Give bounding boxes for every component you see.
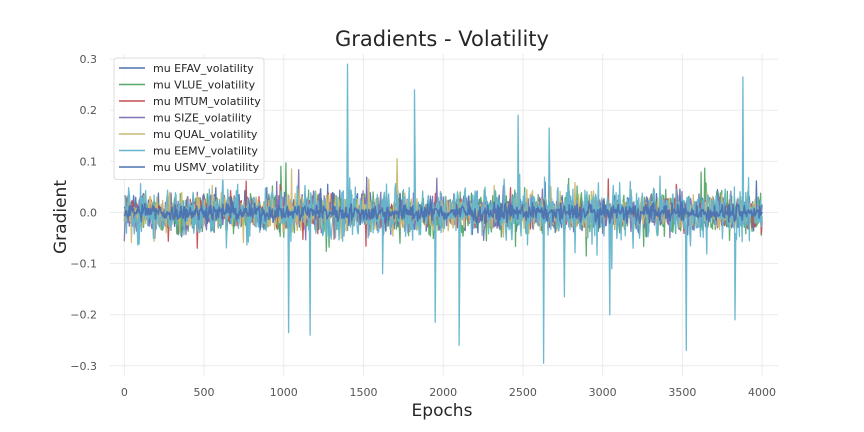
legend-entry: mu EFAV_volatility: [153, 62, 254, 75]
legend-entry: mu SIZE_volatility: [153, 112, 252, 125]
y-tick-label: 0.0: [80, 206, 98, 219]
y-tick-label: 0.1: [80, 155, 98, 168]
y-tick-label: −0.1: [70, 258, 97, 271]
y-axis-label: Gradient: [51, 180, 71, 254]
x-tick-label: 3000: [589, 386, 617, 399]
series-lines: [123, 63, 763, 364]
legend-entry: mu USMV_volatility: [153, 161, 260, 174]
x-tick-label: 1000: [270, 386, 298, 399]
x-axis-label: Epochs: [412, 401, 473, 421]
x-tick-label: 1500: [349, 386, 377, 399]
legend-entry: mu EEMV_volatility: [153, 145, 258, 158]
legend-entry: mu MTUM_volatility: [153, 95, 261, 108]
legend-entry: mu QUAL_volatility: [153, 128, 258, 141]
y-tick-label: 0.2: [80, 104, 98, 117]
x-tick-label: 3500: [668, 386, 696, 399]
y-tick-label: −0.2: [70, 309, 97, 322]
legend-box: [113, 57, 265, 180]
y-tick-label: −0.3: [70, 360, 97, 373]
x-tick-label: 2500: [509, 386, 537, 399]
x-ticks: 0 500 1000 1500 2000 2500 3000 3500 4000: [121, 386, 776, 399]
x-tick-label: 500: [194, 386, 215, 399]
y-ticks: −0.3 −0.2 −0.1 0.0 0.1 0.2 0.3: [70, 53, 97, 373]
legend-entry: mu VLUE_volatility: [153, 79, 256, 92]
series-line: [123, 188, 763, 232]
y-tick-label: 0.3: [80, 53, 98, 66]
x-tick-label: 4000: [748, 386, 776, 399]
x-tick-label: 2000: [429, 386, 457, 399]
chart-title: Gradients - Volatility: [335, 27, 549, 51]
x-tick-label: 0: [121, 386, 128, 399]
